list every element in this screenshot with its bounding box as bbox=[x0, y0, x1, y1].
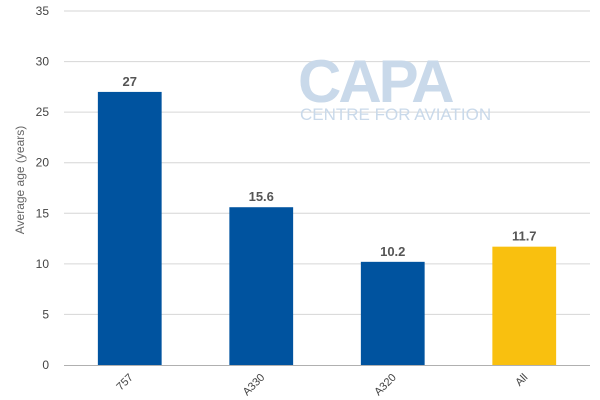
category-label: All bbox=[513, 372, 530, 389]
y-tick-label: 15 bbox=[36, 206, 50, 220]
y-tick-label: 5 bbox=[42, 307, 49, 321]
bar bbox=[360, 261, 425, 365]
y-tick-label: 35 bbox=[36, 4, 50, 18]
data-label: 10.2 bbox=[380, 244, 405, 259]
y-tick-labels: 0 5 10 15 20 25 30 35 bbox=[36, 4, 50, 372]
data-label: 27 bbox=[123, 74, 137, 89]
y-tick-label: 10 bbox=[36, 257, 50, 271]
category-labels: 757 A330 A320 All bbox=[114, 372, 530, 399]
bar bbox=[229, 207, 294, 365]
category-label: A320 bbox=[372, 372, 399, 399]
data-label: 15.6 bbox=[249, 189, 274, 204]
bar bbox=[97, 91, 162, 366]
y-tick-label: 25 bbox=[36, 105, 50, 119]
bar bbox=[492, 246, 557, 365]
y-tick-label: 20 bbox=[36, 156, 50, 170]
category-label: 757 bbox=[114, 372, 135, 393]
y-tick-label: 0 bbox=[42, 358, 49, 372]
watermark-tagline: CENTRE FOR AVIATION bbox=[300, 105, 491, 124]
y-axis-title: Average age (years) bbox=[13, 126, 27, 235]
y-tick-label: 30 bbox=[36, 55, 50, 69]
capa-watermark: CAPA CENTRE FOR AVIATION bbox=[298, 48, 491, 124]
bars bbox=[97, 91, 557, 366]
data-labels: 27 15.6 10.2 11.7 bbox=[123, 74, 537, 259]
data-label: 11.7 bbox=[512, 229, 537, 244]
category-label: A330 bbox=[241, 372, 268, 399]
watermark-brand: CAPA bbox=[298, 48, 453, 115]
